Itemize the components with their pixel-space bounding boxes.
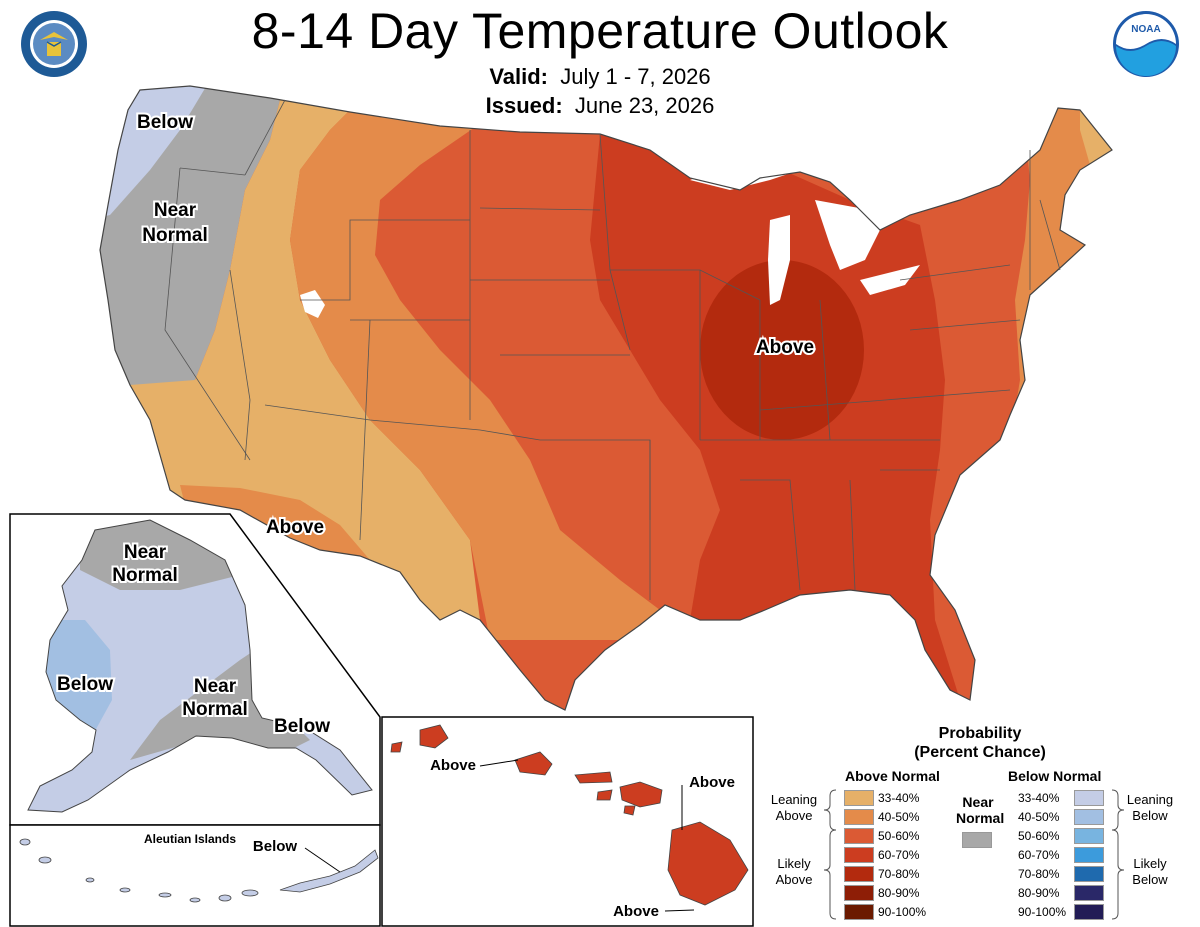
legend-braces [823,789,1125,920]
leaning-below-line1: Leaning [1126,792,1174,807]
above-range-label-3: 60-70% [878,848,920,862]
above-swatch-1 [844,809,874,825]
valid-line: Valid: July 1 - 7, 2026 [0,64,1200,90]
lake-huron [815,200,880,270]
above-70-80-region [700,260,864,440]
issued-label: Issued: [485,93,563,118]
hawaii-islands [390,724,749,906]
conus-outline [99,85,1113,711]
great-salt-lake [300,290,325,318]
above-swatch-6 [844,904,874,920]
leaning-above-line2: Above [775,808,813,823]
legend-likely-above: Likely Above [764,856,824,888]
legend-title-line1: Probability [938,725,1022,742]
lake-michigan [768,215,790,305]
legend-title-line2: (Percent Chance) [914,744,1046,761]
conus-below-label: Below [137,112,193,133]
likely-below-line1: Likely [1133,856,1167,871]
likely-above-line1: Likely [777,856,811,871]
below-swatch-6 [1074,904,1104,920]
state-borders [164,99,1061,600]
below-range-label-1: 40-50% [1018,810,1060,824]
below-swatch-0 [1074,790,1104,806]
leaning-above-line1: Leaning [770,792,818,807]
valid-label: Valid: [489,64,548,89]
legend-near-normal: Near Normal [956,794,1005,826]
below-swatch-5 [1074,885,1104,901]
legend-above-header: Above Normal [845,768,940,784]
noaa-logo: NOAA [1113,11,1179,77]
above-40-50-region [290,100,660,640]
below-range-label-4: 70-80% [1018,867,1060,881]
issued-line: Issued: June 23, 2026 [0,93,1200,119]
above-swatch-2 [844,828,874,844]
hawaii-leader-line-3 [664,909,695,912]
above-swatch-3 [844,847,874,863]
below-range-label-3: 60-70% [1018,848,1060,862]
above-swatch-5 [844,885,874,901]
likely-below-line2: Below [1132,872,1168,887]
hawaii-above-label-3: Above [613,903,659,920]
aleutian-leader-line [304,847,341,873]
map-title: 8-14 Day Temperature Outlook [251,3,949,59]
alaska-near-north-label-1: Near [124,542,167,563]
hawaii-leader-line-1 [479,759,519,767]
above-range-label-4: 70-80% [878,867,920,881]
commerce-seal-logo [21,11,87,77]
above-swatch-0 [844,790,874,806]
leaning-below-line2: Below [1132,808,1168,823]
near-normal-line2: Normal [956,810,1005,826]
legend-leaning-below: Leaning Below [1120,792,1180,824]
noaa-logo-text: NOAA [1131,24,1160,35]
conus-near-normal-label-1: Near [154,200,197,221]
near-normal-line1: Near [962,794,994,810]
aleutian-title: Aleutian Islands [144,832,236,846]
above-33-40-northeast-region [1080,86,1112,200]
below-swatch-2 [1074,828,1104,844]
legend-below-header: Below Normal [1008,768,1102,784]
aleutian-islands [19,838,379,903]
hawaii-above-label-2: Above [689,774,735,791]
aleutian-below-label: Below [253,838,298,855]
above-swatch-4 [844,866,874,882]
above-range-label-6: 90-100% [878,905,927,919]
alaska-near-north-label-2: Normal [112,565,177,586]
above-range-label-2: 50-60% [878,829,920,843]
conus-above-southwest-label: Above [266,517,324,538]
legend-likely-below: Likely Below [1120,856,1180,888]
below-range-label-5: 80-90% [1018,886,1060,900]
alaska-near-normal-south-region [130,650,310,760]
below-range-label-0: 33-40% [1018,791,1060,805]
probability-legend: Probability (Percent Chance) Above Norma… [760,720,1200,927]
alaska-near-south-label-1: Near [194,676,237,697]
below-swatch-1 [1074,809,1104,825]
valid-value: July 1 - 7, 2026 [560,64,711,89]
above-range-label-5: 80-90% [878,886,920,900]
above-range-label-0: 33-40% [878,791,920,805]
legend-leaning-above: Leaning Above [764,792,824,824]
near-normal-swatch [962,832,992,848]
aleutian-inset-frame [9,824,381,927]
alaska-below-west-label: Below [57,674,113,695]
below-range-label-2: 50-60% [1018,829,1060,843]
above-range-label-1: 40-50% [878,810,920,824]
lake-erie [860,265,920,295]
below-swatch-4 [1074,866,1104,882]
hawaii-above-label-1: Above [430,757,476,774]
alaska-outline [27,519,373,813]
alaska-below-southeast-label: Below [274,716,330,737]
likely-above-line2: Above [775,872,813,887]
alaska-near-south-label-2: Normal [182,699,247,720]
issued-value: June 23, 2026 [574,93,715,118]
conus-near-normal-label-2: Normal [142,225,207,246]
above-40-50-southwest-region [180,485,370,570]
below-range-label-6: 90-100% [1018,905,1067,919]
below-swatch-3 [1074,847,1104,863]
conus-above-midwest-label: Above [756,337,814,358]
